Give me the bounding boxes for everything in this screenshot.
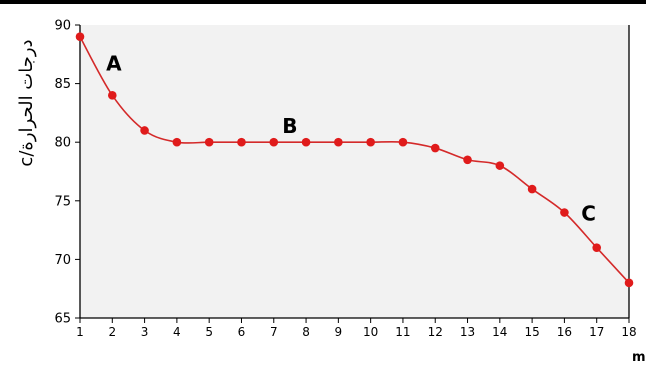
data-point bbox=[301, 137, 311, 147]
x-tick-label: 15 bbox=[524, 325, 539, 339]
data-point bbox=[527, 184, 537, 194]
x-tick-label: 8 bbox=[302, 325, 310, 339]
x-tick-label: 6 bbox=[238, 325, 246, 339]
x-tick-label: 17 bbox=[589, 325, 604, 339]
data-point bbox=[430, 143, 440, 153]
data-point bbox=[204, 137, 214, 147]
x-tick-label: 14 bbox=[492, 325, 507, 339]
plot-area bbox=[80, 25, 629, 318]
x-tick-label: 16 bbox=[557, 325, 572, 339]
x-tick-label: 7 bbox=[270, 325, 278, 339]
data-point bbox=[398, 137, 408, 147]
data-point bbox=[560, 208, 569, 217]
y-axis-label: درجات الحرارة/c bbox=[16, 39, 37, 166]
x-tick-label: 10 bbox=[363, 325, 378, 339]
y-tick-label: 75 bbox=[54, 194, 71, 209]
data-point bbox=[172, 137, 182, 147]
data-point bbox=[463, 155, 472, 165]
data-point bbox=[269, 137, 279, 147]
top-border bbox=[0, 0, 646, 4]
x-tick-label: 13 bbox=[460, 325, 475, 339]
data-point bbox=[334, 137, 343, 147]
x-tick-label: 12 bbox=[428, 325, 443, 339]
annotations: A B C bbox=[106, 52, 596, 226]
point-label-b: B bbox=[282, 114, 297, 138]
y-tick-label: 85 bbox=[54, 77, 71, 92]
x-tick-label: 11 bbox=[395, 325, 410, 339]
x-axis-ticks: 1 2 3 4 5 6 7 8 9 10 11 12 13 14 15 16 17 18 bbox=[76, 318, 637, 339]
y-tick-label: 65 bbox=[54, 312, 71, 327]
y-tick-label: 90 bbox=[54, 19, 71, 34]
x-tick-label: 3 bbox=[141, 325, 149, 339]
axes bbox=[79, 25, 630, 319]
point-label-c: C bbox=[581, 202, 596, 226]
x-tick-label: 9 bbox=[335, 325, 343, 339]
x-tick-label: 1 bbox=[76, 325, 84, 339]
data-point bbox=[107, 91, 117, 100]
point-label-a: A bbox=[106, 52, 122, 76]
data-point bbox=[140, 126, 149, 135]
data-point bbox=[624, 278, 634, 288]
data-point bbox=[366, 137, 375, 147]
x-tick-label: 2 bbox=[108, 325, 116, 339]
y-axis-ticks: 65 70 75 80 85 90 bbox=[54, 19, 80, 327]
data-points bbox=[75, 32, 634, 288]
y-tick-label: 70 bbox=[54, 253, 71, 268]
data-point bbox=[495, 161, 505, 170]
data-point bbox=[75, 32, 85, 42]
data-point bbox=[237, 137, 246, 147]
x-tick-label: 4 bbox=[173, 325, 181, 339]
x-axis-label: الزمن /min bbox=[632, 350, 646, 365]
x-tick-label: 18 bbox=[621, 325, 636, 339]
x-tick-label: 5 bbox=[205, 325, 213, 339]
data-point bbox=[592, 243, 602, 252]
y-tick-label: 80 bbox=[54, 136, 71, 151]
